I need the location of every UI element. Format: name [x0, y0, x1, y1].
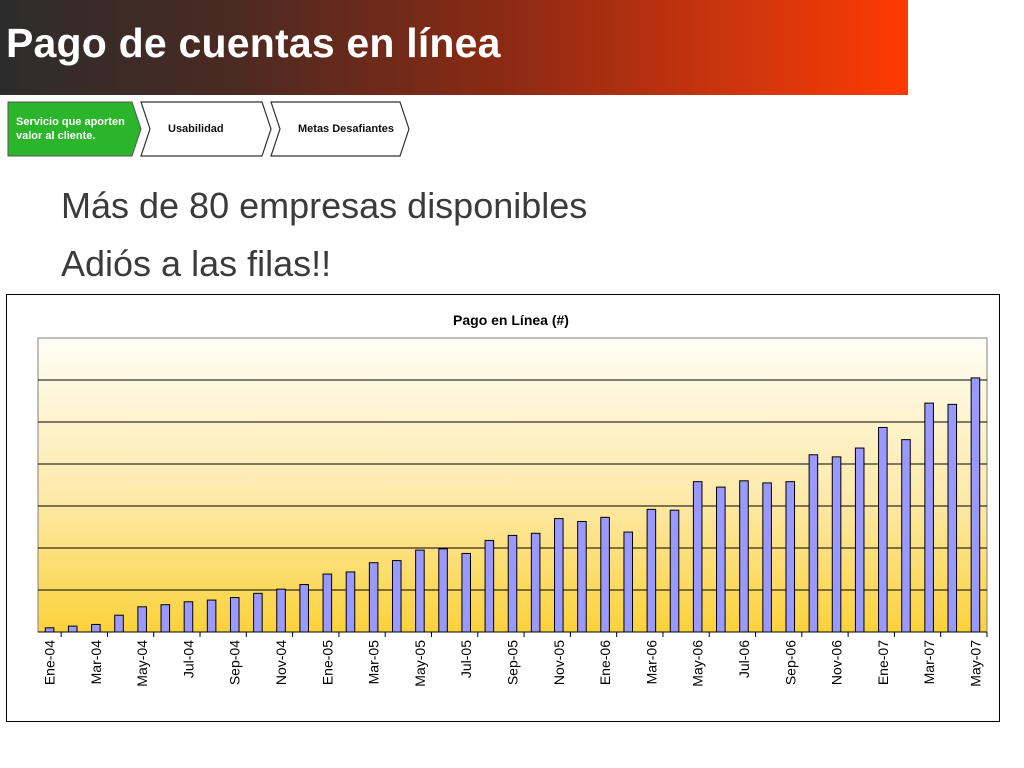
step-label-2: Usabilidad — [168, 123, 224, 135]
x-tick-label: Ene-05 — [319, 640, 335, 685]
x-tick-label: Jul-05 — [458, 640, 474, 678]
bar — [253, 592, 263, 633]
bar — [924, 402, 934, 633]
x-tick-label: Ene-07 — [875, 640, 891, 685]
bar — [878, 426, 888, 633]
bar — [947, 403, 958, 633]
x-tick-label: May-07 — [967, 640, 983, 687]
x-tick-label: Sep-06 — [782, 640, 798, 685]
chart-title: Pago en Línea (#) — [453, 312, 569, 328]
headline-no-lines: Adiós a las filas!! — [61, 243, 332, 284]
x-tick-label: Mar-05 — [366, 640, 382, 685]
bar — [970, 377, 981, 633]
bar — [229, 597, 240, 633]
x-tick-label: Jul-04 — [180, 640, 196, 678]
bar — [831, 456, 842, 633]
bar — [762, 482, 772, 633]
bar — [692, 481, 703, 633]
bar — [530, 532, 541, 633]
headline-companies: Más de 80 empresas disponibles — [61, 185, 588, 226]
bar — [160, 604, 171, 633]
bar-chart: Pago en Línea (#) Ene-04 Mar-04 May-04 Jul-… — [37, 312, 988, 687]
bar — [276, 588, 286, 633]
step-chevron-2[interactable] — [140, 101, 272, 157]
step-label-3: Metas Desafiantes — [298, 123, 394, 135]
x-tick-label: Nov-06 — [829, 640, 845, 685]
x-tick-label: Nov-05 — [551, 640, 567, 685]
bar — [137, 606, 147, 633]
x-tick-label: Sep-04 — [227, 640, 243, 685]
nav-chevrons — [7, 101, 410, 157]
step-label-1: Servicio que aporten valor al cliente. — [16, 116, 125, 142]
step-chevron-3[interactable] — [270, 101, 410, 157]
bar — [623, 531, 634, 633]
bar — [67, 625, 78, 633]
x-tick-label: Jul-06 — [736, 640, 752, 678]
bar — [484, 539, 495, 633]
bars — [44, 377, 981, 633]
bar — [600, 516, 610, 633]
bar — [808, 454, 819, 633]
bar — [206, 599, 217, 633]
bar — [716, 486, 726, 633]
bar — [646, 508, 657, 633]
x-tick-label: Nov-04 — [273, 640, 289, 685]
bar — [577, 521, 587, 633]
x-tick-label: Mar-04 — [88, 640, 104, 685]
bar — [415, 549, 425, 633]
x-tick-label: Mar-06 — [643, 640, 659, 685]
bar — [854, 447, 865, 633]
bar — [368, 562, 379, 633]
step-chevron-1[interactable] — [7, 101, 142, 157]
x-tick-label: May-05 — [412, 640, 428, 687]
x-tick-label: May-04 — [134, 640, 150, 687]
x-tick-label: Ene-06 — [597, 640, 613, 685]
bar — [901, 439, 911, 633]
bar — [391, 560, 402, 633]
bar — [44, 627, 55, 633]
bar — [507, 534, 518, 633]
page-title: Pago de cuentas en línea — [6, 20, 501, 66]
bar — [438, 548, 448, 633]
bar — [739, 480, 749, 633]
bar — [91, 623, 101, 633]
bar — [785, 481, 796, 633]
x-tick-label: Ene-04 — [42, 640, 58, 685]
bar — [183, 601, 194, 633]
bar — [345, 571, 356, 633]
bar — [114, 614, 124, 633]
bar — [299, 584, 309, 633]
x-axis: Ene-04 Mar-04 May-04 Jul-04 Sep-04 Nov-04 Ene-… — [38, 631, 988, 687]
x-tick-label: Mar-07 — [921, 640, 937, 685]
x-tick-label: Sep-05 — [505, 640, 521, 685]
bar — [669, 509, 680, 633]
header-bar — [0, 0, 908, 95]
bar — [554, 518, 564, 633]
bar — [461, 552, 471, 633]
bar — [322, 573, 333, 633]
x-tick-label: May-06 — [690, 640, 706, 687]
